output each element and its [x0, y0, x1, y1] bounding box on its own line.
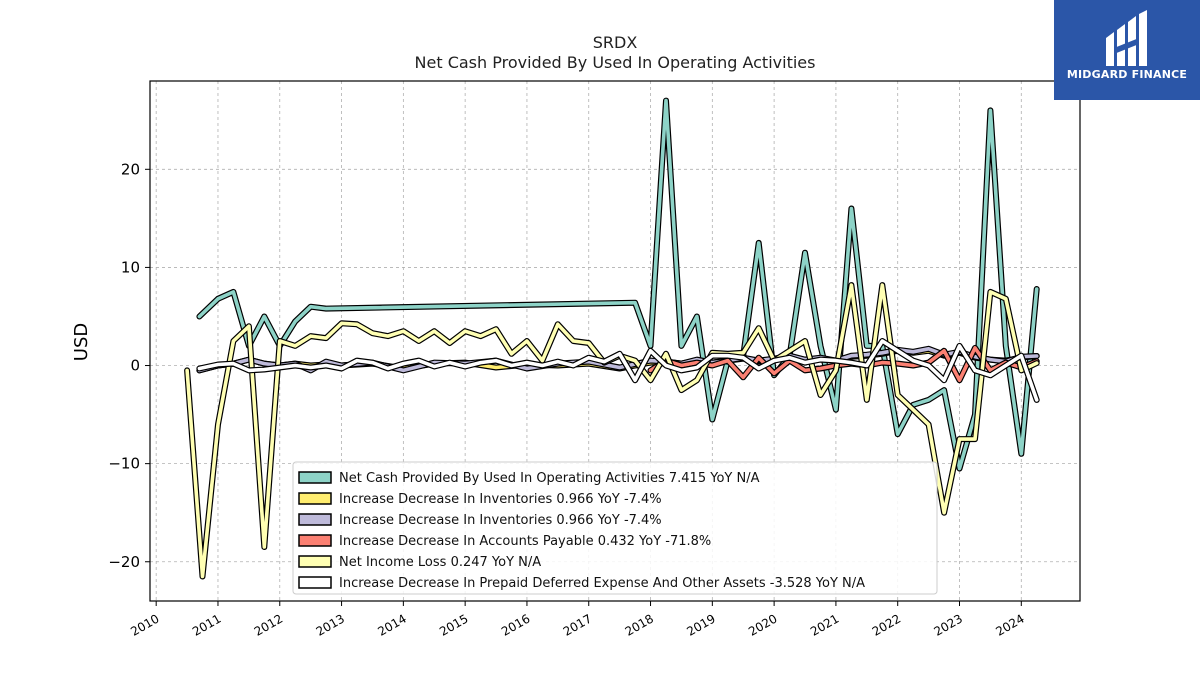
legend-item: Increase Decrease In Accounts Payable 0.… — [298, 534, 711, 549]
x-tick-label: 2021 — [808, 611, 841, 638]
x-tick-label: 2024 — [993, 611, 1026, 638]
x-tick-label: 2013 — [314, 611, 347, 638]
y-tick-label: 0 — [130, 357, 140, 375]
y-tick-label: −10 — [108, 455, 140, 473]
chart-subtitle: Net Cash Provided By Used In Operating A… — [415, 53, 816, 72]
x-tick-label: 2023 — [932, 611, 965, 638]
x-ticks: 2010 2011 2012 2013 2014 2015 2016 2017 2018 2019… — [128, 601, 1027, 639]
chart-title: SRDX — [593, 33, 638, 52]
x-tick-label: 2018 — [623, 611, 656, 638]
legend-label: Net Income Loss 0.247 YoY N/A — [339, 555, 541, 570]
y-tick-label: −20 — [108, 553, 140, 571]
legend-item: Net Cash Provided By Used In Operating A… — [298, 471, 760, 486]
y-tick-label: 10 — [121, 258, 140, 276]
series-line — [196, 97, 1040, 472]
legend-label: Net Cash Provided By Used In Operating A… — [339, 471, 760, 486]
legend-item: Increase Decrease In Inventories 0.966 Y… — [298, 513, 662, 528]
brand-name: MIDGARD FINANCE — [1066, 68, 1188, 81]
plot-frame — [149, 80, 1081, 602]
legend: Net Cash Provided By Used In Operating A… — [292, 461, 938, 595]
x-tick-label: 2017 — [561, 611, 594, 638]
x-tick-label: 2014 — [375, 611, 408, 638]
legend-swatch — [298, 492, 332, 505]
y-tick-label: 20 — [121, 160, 140, 178]
x-tick-label: 2016 — [499, 611, 532, 638]
legend-label: Increase Decrease In Inventories 0.966 Y… — [339, 492, 662, 507]
y-axis-label: USD — [71, 323, 92, 361]
brand-logo: MIDGARD FINANCE — [1054, 0, 1200, 100]
legend-label: Increase Decrease In Inventories 0.966 Y… — [339, 513, 662, 528]
legend-swatch — [298, 471, 332, 484]
x-tick-label: 2011 — [190, 611, 223, 638]
legend-item: Increase Decrease In Prepaid Deferred Ex… — [298, 576, 865, 591]
series-outline — [196, 97, 1040, 472]
series-line — [196, 338, 1040, 403]
legend-label: Increase Decrease In Accounts Payable 0.… — [339, 534, 711, 549]
legend-swatch — [298, 555, 332, 568]
x-tick-label: 2010 — [128, 611, 161, 638]
legend-label: Increase Decrease In Prepaid Deferred Ex… — [339, 576, 865, 591]
x-tick-label: 2022 — [870, 611, 903, 638]
series-stroke — [197, 98, 1039, 471]
legend-item: Net Income Loss 0.247 YoY N/A — [298, 555, 541, 570]
x-tick-label: 2015 — [437, 611, 470, 638]
x-tick-label: 2019 — [684, 611, 717, 638]
legend-swatch — [298, 534, 332, 547]
x-tick-label: 2012 — [252, 611, 285, 638]
series-stroke — [197, 339, 1039, 402]
y-ticks: −20 −10 0 10 20 — [108, 160, 150, 571]
legend-swatch — [298, 576, 332, 589]
series-layer — [184, 97, 1040, 580]
legend-item: Increase Decrease In Inventories 0.966 Y… — [298, 492, 662, 507]
legend-box — [292, 461, 938, 595]
x-tick-label: 2020 — [746, 611, 779, 638]
legend-swatch — [298, 513, 332, 526]
midgard-logo-icon — [1106, 10, 1147, 66]
